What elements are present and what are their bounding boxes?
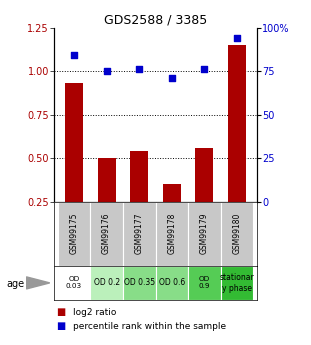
Text: OD
0.03: OD 0.03 — [66, 276, 82, 289]
Point — [234, 35, 239, 41]
Text: ■: ■ — [56, 307, 65, 317]
Text: log2 ratio: log2 ratio — [73, 308, 116, 317]
Bar — [98, 158, 116, 245]
Bar — [156, 266, 188, 300]
Bar — [58, 266, 90, 300]
Text: age: age — [6, 279, 24, 288]
Bar — [58, 202, 90, 266]
Text: GSM99178: GSM99178 — [167, 213, 176, 254]
Point — [137, 67, 142, 72]
Text: OD 0.2: OD 0.2 — [94, 278, 120, 287]
Bar — [123, 266, 156, 300]
Point — [202, 67, 207, 72]
Bar — [195, 148, 213, 245]
Bar — [221, 266, 253, 300]
Bar — [90, 266, 123, 300]
Bar — [188, 202, 221, 266]
Point — [72, 53, 77, 58]
Text: OD 0.35: OD 0.35 — [124, 278, 155, 287]
Text: GSM99180: GSM99180 — [233, 213, 242, 254]
Text: GSM99179: GSM99179 — [200, 213, 209, 255]
Bar — [228, 45, 246, 245]
Text: percentile rank within the sample: percentile rank within the sample — [73, 322, 226, 331]
Text: OD 0.6: OD 0.6 — [159, 278, 185, 287]
Bar — [123, 202, 156, 266]
Bar — [90, 202, 123, 266]
Bar — [221, 202, 253, 266]
Point — [104, 68, 109, 74]
Text: GSM99175: GSM99175 — [69, 213, 78, 255]
Text: OD
0.9: OD 0.9 — [199, 276, 210, 289]
Point — [169, 75, 174, 81]
Bar — [163, 185, 181, 245]
Text: stationar
y phase: stationar y phase — [220, 273, 254, 293]
Bar — [65, 83, 83, 245]
Bar — [130, 151, 148, 245]
Text: GSM99176: GSM99176 — [102, 213, 111, 255]
Text: GSM99177: GSM99177 — [135, 213, 144, 255]
Title: GDS2588 / 3385: GDS2588 / 3385 — [104, 13, 207, 27]
Bar — [156, 202, 188, 266]
Bar — [188, 266, 221, 300]
Polygon shape — [26, 277, 50, 289]
Text: ■: ■ — [56, 321, 65, 331]
